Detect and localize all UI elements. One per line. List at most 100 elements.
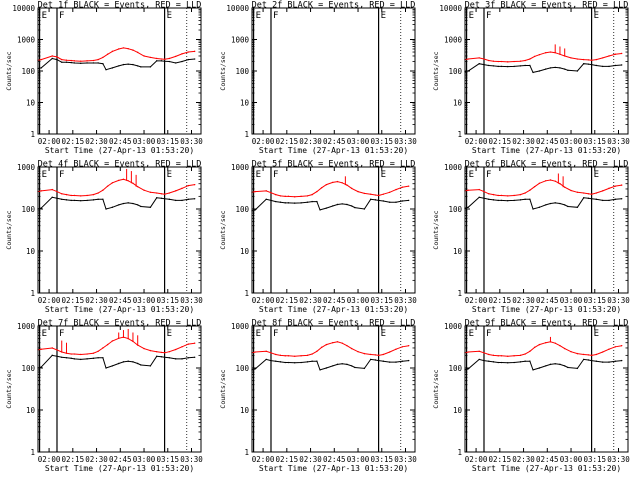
data-point — [311, 193, 313, 196]
marker-label: E — [594, 170, 599, 180]
data-point — [620, 198, 623, 200]
y-tick-label: 100 — [21, 67, 35, 76]
y-tick-label: 1 — [244, 289, 249, 298]
data-point — [70, 357, 72, 360]
data-point — [395, 201, 397, 203]
data-point — [279, 201, 282, 203]
data-point — [149, 206, 152, 208]
data-point — [294, 196, 296, 198]
data-point — [163, 356, 166, 358]
data-point — [567, 205, 569, 208]
marker-label: E — [167, 170, 172, 180]
data-point — [363, 352, 366, 355]
plot-frame — [251, 325, 416, 453]
x-tick-label: 02:45 — [536, 455, 559, 464]
data-point — [155, 197, 158, 199]
data-point — [538, 343, 541, 346]
y-tick-label: 1 — [244, 448, 249, 457]
x-tick-label: 02:30 — [85, 137, 108, 146]
data-point — [160, 60, 163, 62]
data-point — [65, 61, 68, 63]
data-point — [354, 366, 356, 369]
data-point — [332, 181, 334, 184]
data-point — [549, 67, 552, 69]
data-point — [279, 195, 282, 197]
data-point — [284, 361, 286, 364]
data-point — [40, 67, 42, 69]
x-tick-label: 03:30 — [180, 137, 203, 146]
data-point — [163, 193, 166, 195]
data-point — [545, 204, 547, 206]
x-tick-label: 03:15 — [156, 137, 179, 146]
data-point — [86, 199, 88, 202]
data-point — [111, 340, 114, 342]
data-point — [102, 56, 104, 59]
data-point — [294, 362, 296, 364]
x-tick-label: 03:30 — [394, 137, 417, 146]
data-point — [270, 199, 272, 202]
y-tick-label: 10 — [240, 406, 250, 415]
data-point — [61, 58, 63, 61]
x-axis-label: Start Time (27-Apr-13 01:53:20) — [45, 464, 194, 473]
y-tick-label: 10 — [453, 406, 463, 415]
data-point — [287, 355, 290, 357]
data-point — [497, 194, 499, 197]
data-point — [193, 356, 196, 358]
data-point — [127, 180, 129, 182]
data-point — [149, 365, 152, 367]
data-point — [287, 202, 290, 204]
data-point — [174, 55, 177, 58]
data-point — [357, 350, 359, 353]
data-point — [346, 203, 348, 206]
marker-label: E — [469, 11, 474, 21]
data-point — [254, 368, 256, 370]
x-axis-label: Start Time (27-Apr-13 01:53:20) — [259, 464, 408, 473]
x-tick-label: 02:00 — [465, 455, 488, 464]
data-point — [576, 58, 579, 60]
data-point — [601, 351, 604, 353]
x-tick-label: 03:15 — [156, 455, 179, 464]
data-point — [483, 359, 485, 362]
x-tick-label: 02:30 — [85, 296, 108, 305]
data-point — [174, 348, 177, 351]
data-point — [374, 194, 377, 196]
y-tick-label: 1000 — [17, 36, 36, 45]
y-axis-label: Counts/sec — [432, 210, 440, 249]
data-point — [92, 352, 95, 354]
x-tick-label: 02:15 — [489, 137, 512, 146]
data-point — [168, 192, 171, 194]
data-point — [56, 355, 58, 357]
data-point — [132, 202, 134, 205]
data-point — [187, 184, 190, 187]
y-tick-label: 1000 — [444, 322, 463, 331]
x-tick-label: 02:00 — [38, 455, 61, 464]
data-point — [559, 67, 561, 69]
data-point — [363, 192, 366, 195]
data-point — [545, 342, 547, 344]
data-point — [316, 360, 318, 362]
marker-label: E — [469, 329, 474, 339]
data-point — [519, 354, 522, 357]
data-point — [97, 62, 99, 64]
data-point — [127, 63, 129, 65]
data-point — [519, 193, 522, 196]
data-point — [377, 359, 380, 362]
data-point — [160, 193, 163, 195]
series-events — [37, 354, 195, 369]
data-point — [497, 355, 499, 357]
y-axis-label: Counts/sec — [5, 210, 13, 249]
data-point — [306, 361, 309, 363]
data-point — [287, 195, 290, 198]
data-point — [576, 352, 579, 355]
data-point — [40, 348, 42, 350]
data-point — [554, 66, 556, 69]
data-point — [513, 199, 515, 202]
data-point — [80, 60, 82, 62]
x-tick-label: 03:30 — [394, 296, 417, 305]
data-point — [483, 352, 485, 354]
data-point — [155, 355, 158, 357]
marker-label: F — [59, 11, 64, 21]
x-tick-label: 02:30 — [85, 455, 108, 464]
data-point — [149, 66, 152, 68]
data-point — [545, 180, 547, 182]
